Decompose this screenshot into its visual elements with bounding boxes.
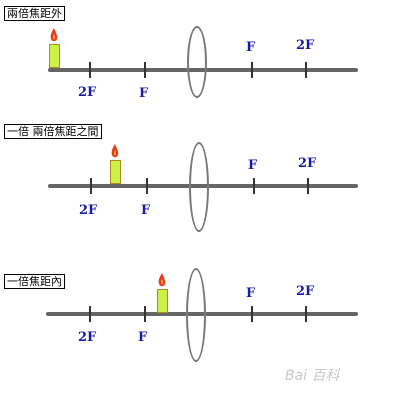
panel-2-left-2f-label: 2F bbox=[79, 203, 98, 218]
panel-1-candle bbox=[49, 44, 60, 68]
panel-3-left-f-label: F bbox=[138, 330, 148, 345]
panel-3-left-2f-tick bbox=[89, 306, 91, 322]
panel-1-caption: 兩倍焦距外 bbox=[4, 6, 65, 21]
panel-3-right-2f-label: 2F bbox=[296, 284, 315, 299]
panel-3-flame-icon bbox=[158, 273, 166, 287]
panel-2-left-2f-tick bbox=[90, 178, 92, 194]
panel-2-right-2f-label: 2F bbox=[298, 156, 317, 171]
panel-2-left-f-tick bbox=[146, 178, 148, 194]
panel-2-caption: 一倍 兩倍焦距之間 bbox=[4, 124, 102, 139]
panel-1-left-f-label: F bbox=[139, 86, 149, 101]
panel-1-convex-lens bbox=[187, 26, 207, 98]
baidu-watermark: Bai 百科 bbox=[285, 368, 340, 384]
panel-1-flame-icon bbox=[50, 28, 58, 42]
panel-3-left-f-tick bbox=[144, 306, 146, 322]
panel-1-right-2f-tick bbox=[305, 62, 307, 78]
panel-1-left-2f-tick bbox=[89, 62, 91, 78]
panel-2-convex-lens bbox=[189, 142, 209, 232]
panel-2-left-f-label: F bbox=[141, 203, 151, 218]
panel-1-left-f-tick bbox=[144, 62, 146, 78]
panel-3-right-f-tick bbox=[251, 306, 253, 322]
panel-2-right-f-tick bbox=[253, 178, 255, 194]
panel-3-candle bbox=[157, 289, 168, 313]
panel-2-flame-icon bbox=[111, 144, 119, 158]
panel-3-caption: 一倍焦距內 bbox=[4, 274, 65, 289]
panel-3-right-f-label: F bbox=[246, 286, 256, 301]
panel-1-right-f-tick bbox=[251, 62, 253, 78]
panel-3-convex-lens bbox=[186, 268, 206, 362]
panel-1-left-2f-label: 2F bbox=[78, 85, 97, 100]
panel-1-right-2f-label: 2F bbox=[296, 38, 315, 53]
panel-2-right-2f-tick bbox=[307, 178, 309, 194]
panel-2-candle bbox=[110, 160, 121, 184]
panel-3-right-2f-tick bbox=[305, 306, 307, 322]
panel-2-right-f-label: F bbox=[248, 158, 258, 173]
panel-1-right-f-label: F bbox=[246, 40, 256, 55]
panel-3-left-2f-label: 2F bbox=[78, 330, 97, 345]
